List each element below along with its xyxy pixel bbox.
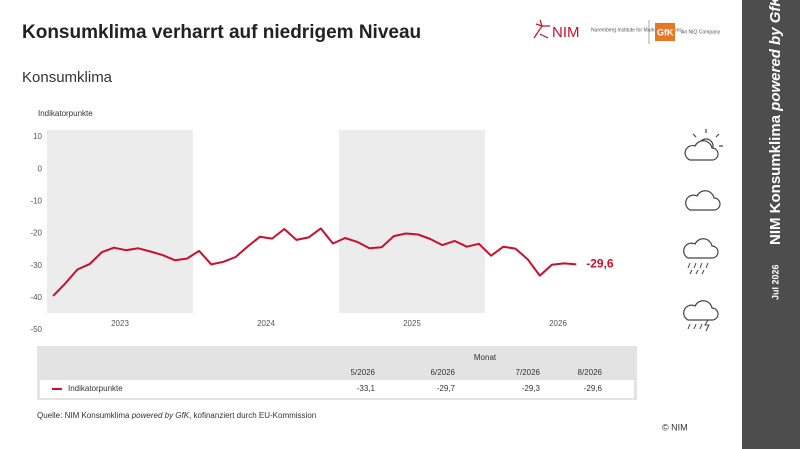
sidebar-title-main: NIM Konsumklima bbox=[767, 111, 784, 245]
table-cell: -29,7 bbox=[437, 384, 456, 393]
y-tick-label: -30 bbox=[30, 261, 42, 270]
sidebar-title-italic: powered by GfK bbox=[767, 0, 784, 112]
table-column-header: 6/2026 bbox=[431, 368, 456, 377]
logo-gfk: GfK bbox=[657, 27, 674, 37]
value-label: -29,6 bbox=[586, 257, 614, 271]
y-tick-label: -10 bbox=[30, 196, 42, 205]
gfk-logo bbox=[655, 23, 675, 41]
y-tick-label: 10 bbox=[33, 132, 42, 141]
table-cell: -29,6 bbox=[584, 384, 603, 393]
sidebar-date: Jul 2026 bbox=[770, 264, 780, 300]
title: Konsumklima verharrt auf niedrigem Nivea… bbox=[22, 22, 421, 43]
sidebar bbox=[742, 0, 800, 449]
year-band bbox=[339, 130, 485, 313]
y-axis-label: Indikatorpunkte bbox=[38, 109, 93, 118]
table-column-header: 5/2026 bbox=[351, 368, 376, 377]
table-cell: -33,1 bbox=[357, 384, 376, 393]
table-cell: -29,3 bbox=[522, 384, 541, 393]
year-band bbox=[47, 130, 193, 313]
copyright: © NIM bbox=[662, 422, 688, 432]
y-tick-label: -40 bbox=[30, 293, 42, 302]
table-column-header: 7/2026 bbox=[516, 368, 541, 377]
x-tick-label: 2023 bbox=[111, 319, 129, 328]
nim-logo-icon bbox=[533, 19, 550, 39]
x-tick-label: 2025 bbox=[403, 319, 421, 328]
year-band bbox=[193, 130, 339, 313]
source-italic: powered by GfK bbox=[131, 411, 190, 420]
y-tick-label: 0 bbox=[38, 164, 43, 173]
source-prefix: Quelle: NIM Konsumklima bbox=[37, 411, 132, 420]
table-row-label: Indikatorpunkte bbox=[68, 384, 123, 393]
source-suffix: , kofinanziert durch EU-Kommission bbox=[189, 411, 316, 420]
logo-nim: NIM bbox=[552, 24, 580, 41]
year-band bbox=[485, 130, 631, 313]
logo-nim-sub: Nuremberg Institute for Market Decisions bbox=[591, 27, 682, 33]
x-tick-label: 2024 bbox=[257, 319, 275, 328]
table-group-header: Monat bbox=[474, 353, 497, 362]
x-tick-label: 2026 bbox=[549, 319, 567, 328]
y-tick-label: -20 bbox=[30, 229, 42, 238]
source: Quelle: NIM Konsumklima powered by GfK, … bbox=[37, 411, 316, 420]
table-row bbox=[40, 380, 634, 398]
table-column-header: 8/2026 bbox=[578, 368, 603, 377]
logo-gfk-sub: An NIQ Company bbox=[681, 29, 721, 35]
y-tick-label: -50 bbox=[30, 325, 42, 334]
sidebar-title: NIM Konsumklima powered by GfK bbox=[767, 0, 784, 245]
series-line bbox=[52, 227, 577, 297]
chart-subtitle: Konsumklima bbox=[22, 69, 113, 86]
weather-icons bbox=[683, 129, 723, 332]
